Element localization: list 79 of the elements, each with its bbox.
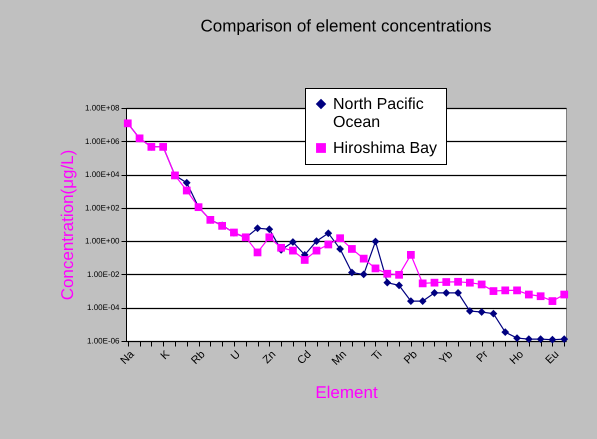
point (442, 288, 450, 297)
x-tick-label: U (228, 348, 243, 363)
point (513, 334, 521, 342)
point (454, 288, 462, 297)
point (560, 335, 568, 343)
point (265, 225, 274, 234)
y-tick-label: 1.00E+04 (85, 170, 120, 180)
x-tick-label: Ti (370, 348, 384, 364)
point (513, 286, 521, 294)
point (407, 250, 415, 259)
point (407, 297, 415, 305)
point (478, 280, 486, 288)
x-tick-label: K (158, 348, 173, 362)
point (442, 278, 450, 286)
x-tick-label: Ho (508, 348, 526, 367)
y-tick-label: 1.00E-02 (87, 270, 120, 279)
point (300, 256, 309, 264)
point (336, 234, 344, 242)
x-axis-title: Element (315, 383, 378, 402)
point (336, 245, 344, 253)
point (490, 287, 498, 295)
point (312, 237, 320, 246)
x-tick-label: Eu (543, 348, 562, 367)
point (536, 292, 545, 300)
point (395, 282, 403, 290)
y-axis-title: Concentration(μg/L) (58, 150, 78, 300)
point (548, 297, 556, 305)
x-tick-label: Rb (189, 348, 208, 367)
point (524, 335, 533, 343)
point (560, 290, 568, 298)
point (360, 254, 368, 262)
point (383, 270, 392, 278)
y-tick-label: 1.00E-06 (87, 336, 120, 346)
point (182, 178, 191, 187)
x-tick-label: Mn (330, 348, 350, 368)
point (324, 229, 332, 238)
y-tick-label: 1.00E+06 (85, 136, 120, 146)
point (360, 270, 368, 278)
point (265, 233, 274, 242)
point (454, 278, 462, 286)
legend-label: Hiroshima Bay (333, 140, 438, 157)
point (548, 336, 556, 344)
point (430, 288, 438, 297)
x-tick-label: Na (118, 348, 138, 367)
legend-label: North Pacific Ocean (333, 96, 424, 131)
point (478, 308, 486, 316)
point (418, 280, 427, 288)
x-tick-label: Yb (437, 348, 456, 367)
point (490, 310, 498, 318)
point (524, 290, 533, 298)
point (501, 286, 510, 294)
point (418, 297, 427, 305)
y-tick-label: 1.00E+08 (85, 104, 120, 112)
point (182, 186, 191, 194)
point (372, 264, 380, 272)
point (254, 248, 262, 256)
point (501, 328, 510, 336)
point (466, 278, 474, 287)
point (395, 270, 403, 279)
y-tick-label: 1.00E+02 (85, 203, 120, 212)
chart-title: Comparison of element concentrations (200, 16, 492, 36)
x-tick-label: Cd (295, 348, 314, 367)
y-tick-label: 1.00E-04 (87, 303, 120, 312)
point (348, 268, 356, 276)
x-tick-label: Pr (474, 348, 491, 365)
point (254, 224, 262, 232)
point (536, 335, 545, 343)
point (383, 278, 392, 287)
point (289, 238, 297, 246)
point (312, 246, 320, 254)
point (348, 245, 356, 253)
x-tick-label: Pb (402, 348, 420, 367)
point (324, 240, 332, 248)
point (289, 246, 297, 254)
point (430, 278, 438, 287)
point (372, 238, 380, 246)
x-tick-label: Zn (260, 348, 278, 366)
point (466, 307, 474, 315)
y-tick-label: 1.00E+00 (85, 236, 120, 246)
